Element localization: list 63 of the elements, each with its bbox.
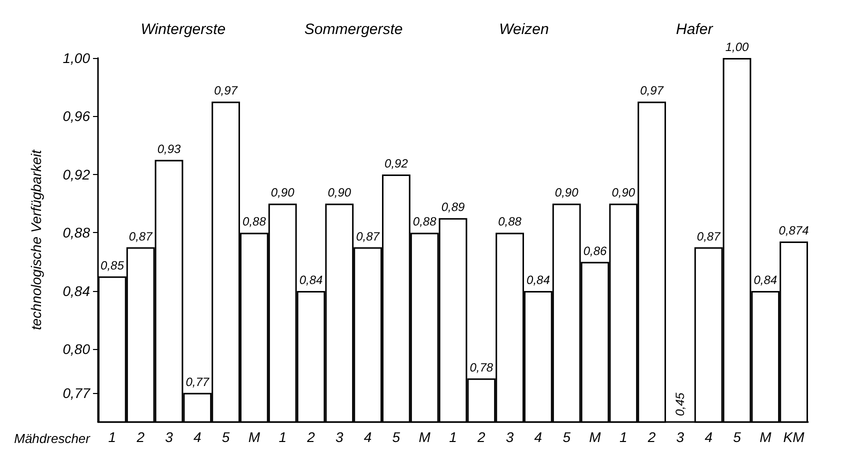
y-tick-label: 0,80 <box>62 341 90 358</box>
data-label: 0,874 <box>778 223 810 238</box>
data-label: 0,97 <box>640 84 665 98</box>
y-tick-label: 1,00 <box>62 50 90 66</box>
x-tick-label: 1 <box>278 429 286 445</box>
data-label: 0,88 <box>412 214 437 229</box>
x-tick-label: 4 <box>194 429 202 445</box>
x-tick-label: 5 <box>733 429 742 445</box>
y-tick-label: 0,88 <box>62 224 90 241</box>
data-label: 0,90 <box>270 186 295 200</box>
x-tick-label: 5 <box>222 429 230 445</box>
x-tick-label: 3 <box>676 429 684 445</box>
x-tick-label: 4 <box>534 429 542 445</box>
x-tick-label: 2 <box>476 429 486 445</box>
x-tick-label: M <box>589 429 602 445</box>
data-label: 0,90 <box>554 186 579 200</box>
data-label: 0,84 <box>299 272 323 287</box>
x-tick-label: 4 <box>704 429 713 445</box>
x-tick-label: 2 <box>306 429 316 445</box>
x-tick-label: 4 <box>364 429 372 445</box>
y-tick-label: 0,92 <box>62 166 90 182</box>
x-tick-label: 3 <box>336 429 344 445</box>
data-label: 0,88 <box>498 214 522 229</box>
data-label: 0,89 <box>441 200 465 214</box>
data-label: 0,86 <box>583 244 607 258</box>
data-label: 0,87 <box>696 229 722 244</box>
data-label: 0,90 <box>328 186 352 200</box>
x-tick-label: M <box>248 429 260 445</box>
text: Hafer <box>676 21 714 38</box>
x-tick-label: 5 <box>562 429 571 445</box>
data-label: 0,84 <box>754 272 778 287</box>
y-tick-label: 0,77 <box>62 384 92 401</box>
x-tick-label: 3 <box>165 429 174 445</box>
x-tick-label: 3 <box>506 429 514 445</box>
data-label: 0,97 <box>214 84 239 98</box>
data-label: 0,92 <box>384 156 408 170</box>
data-label: 1,00 <box>725 40 749 54</box>
text: 0,45 <box>673 392 688 416</box>
y-tick-label: 0,96 <box>62 108 90 124</box>
data-label: 0,85 <box>100 258 124 272</box>
x-tick-label: 1 <box>108 429 116 445</box>
data-label: 0,93 <box>157 142 181 156</box>
data-label: 0,88 <box>242 214 266 229</box>
x-axis-title: Mähdrescher <box>14 431 91 446</box>
x-tick-label: 1 <box>620 429 628 445</box>
x-tick-label: 2 <box>646 429 656 445</box>
data-label: 0,84 <box>526 272 550 287</box>
data-label: 0,77 <box>186 374 210 389</box>
text: Sommergerste <box>304 21 403 38</box>
data-label: 0,90 <box>612 186 636 200</box>
x-tick-label: KM <box>783 429 805 445</box>
data-label: 0,87 <box>356 229 381 244</box>
x-tick-label: M <box>760 429 772 445</box>
data-label: 0,78 <box>470 360 494 374</box>
x-tick-label: 2 <box>136 429 145 445</box>
x-tick-label: 5 <box>392 429 400 445</box>
y-axis-title: technologische Verfügbarkeit <box>28 148 44 330</box>
x-tick-label: 1 <box>449 429 457 445</box>
x-tick-label: M <box>418 429 431 445</box>
y-tick-label: 0,84 <box>62 282 90 299</box>
text: Weizen <box>499 21 549 38</box>
data-label: 0,87 <box>128 229 154 244</box>
text: Wintergerste <box>140 21 226 38</box>
